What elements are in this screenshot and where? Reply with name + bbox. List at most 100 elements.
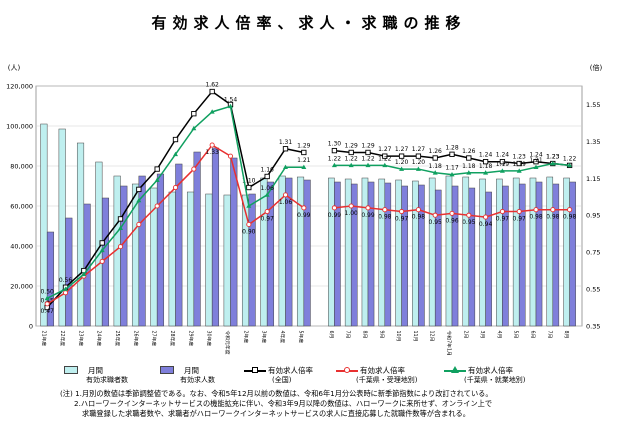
bar <box>205 193 213 327</box>
data-label: 1.20 <box>395 159 409 166</box>
data-label: 1.29 <box>361 142 375 149</box>
data-label: 0.45 <box>40 298 54 305</box>
bar <box>412 180 419 327</box>
bar <box>552 183 560 327</box>
data-label: 0.97 <box>395 216 409 223</box>
x-tick-label: 28年度 <box>169 331 176 347</box>
x-tick-label: 7月 <box>345 331 351 339</box>
bar <box>418 184 425 327</box>
x-tick-label: 23年度 <box>77 331 84 347</box>
legend-sublabel: 有効求人数 <box>180 376 215 384</box>
data-label: 1.18 <box>479 163 493 170</box>
bar <box>468 187 476 327</box>
data-label: 1.00 <box>345 210 359 217</box>
x-tick-label: 26年度 <box>132 331 139 347</box>
y-left-tick-label: 80,000 <box>10 163 33 171</box>
data-point <box>117 244 124 250</box>
bar <box>193 151 201 327</box>
note-line: (注) 1.月別の数値は季節調整値である。なお、令和5年12月以前の数値は、令和… <box>60 389 493 398</box>
x-tick-label: 25年度 <box>114 331 121 347</box>
legend-label: 有効求人倍率 <box>268 366 313 375</box>
data-point <box>499 208 505 215</box>
data-point <box>399 166 405 171</box>
data-point <box>533 207 539 213</box>
bar <box>451 185 459 327</box>
data-label: 1.29 <box>297 142 311 149</box>
bar <box>479 178 486 327</box>
y-left-tick-label: 0 <box>29 323 33 331</box>
bar <box>303 179 311 327</box>
legend-label: 月間 <box>88 366 103 375</box>
bar <box>563 177 570 327</box>
bar <box>296 176 305 327</box>
data-label: 0.99 <box>297 212 311 219</box>
bar <box>518 183 526 327</box>
bar <box>175 163 183 327</box>
data-point <box>365 149 371 156</box>
data-point <box>117 216 124 222</box>
data-point <box>449 172 455 177</box>
data-point <box>209 109 215 114</box>
data-point <box>516 160 522 167</box>
data-point <box>499 159 506 165</box>
bar <box>546 176 554 327</box>
data-point <box>246 203 252 208</box>
y-right-tick-label: 1.15 <box>586 175 600 183</box>
data-label: 0.97 <box>260 216 274 223</box>
x-tick-label: 4月 <box>496 331 502 339</box>
bar <box>395 179 402 327</box>
x-tick-label: 7月 <box>546 331 552 339</box>
legend-sublabel: (千葉県・受理地別) <box>356 376 418 384</box>
data-label: 1.22 <box>345 155 359 162</box>
data-label: 0.99 <box>361 212 375 219</box>
data-label: 1.23 <box>513 154 527 161</box>
y-right-tick-label: 0.35 <box>586 323 600 331</box>
x-tick-label: 3月 <box>479 331 485 339</box>
legend-sublabel: (千葉県・就業地別) <box>464 376 526 384</box>
data-label: 0.47 <box>40 308 54 315</box>
data-label: 0.98 <box>378 214 392 221</box>
bar <box>334 181 341 327</box>
legend-sublabel: (全国) <box>272 376 292 384</box>
y-left-tick-label: 60,000 <box>10 203 33 211</box>
bar <box>485 191 492 327</box>
bar <box>120 185 128 327</box>
y-right-tick-label: 1.55 <box>586 101 600 109</box>
data-label: 1.23 <box>546 154 560 161</box>
x-tick-label: 29年度 <box>187 331 194 347</box>
data-point <box>209 142 215 148</box>
data-label: 1.22 <box>378 155 392 162</box>
legend-sublabel: 有効求職者数 <box>86 376 128 384</box>
data-point <box>228 103 233 109</box>
data-label: 1.19 <box>496 161 510 168</box>
data-point <box>567 162 573 168</box>
y-right-tick-label: 0.95 <box>586 212 600 220</box>
chart: 0 20,000 40,000 60,000 80,000 100,000 120,000 0… <box>6 63 602 356</box>
bar <box>40 123 48 327</box>
x-tick-label: 5月 <box>513 331 519 339</box>
data-label: 0.98 <box>529 214 543 221</box>
x-tick-label: 令和7年1月 <box>446 331 453 356</box>
data-point <box>191 125 197 131</box>
data-label: 0.56 <box>59 277 73 284</box>
bar <box>230 157 238 327</box>
data-label: 0.97 <box>496 216 510 223</box>
bar <box>260 177 268 327</box>
bar <box>361 177 369 327</box>
data-point <box>483 214 489 220</box>
data-point <box>533 164 539 170</box>
data-label: 1.22 <box>328 155 342 162</box>
data-point <box>466 155 472 161</box>
data-point <box>154 166 160 172</box>
x-tick-label: 2年度 <box>242 331 249 344</box>
data-point <box>449 210 455 216</box>
x-tick-label: 24年度 <box>96 331 103 347</box>
x-tick-label: 令和元年度 <box>224 331 231 355</box>
data-label: 1.24 <box>529 152 543 159</box>
data-point <box>432 155 438 161</box>
x-tick-label: 11月 <box>412 331 418 342</box>
data-label: 1.30 <box>328 141 342 148</box>
bar <box>529 177 537 327</box>
legend-label: 月間 <box>184 366 199 375</box>
data-point <box>191 111 197 117</box>
